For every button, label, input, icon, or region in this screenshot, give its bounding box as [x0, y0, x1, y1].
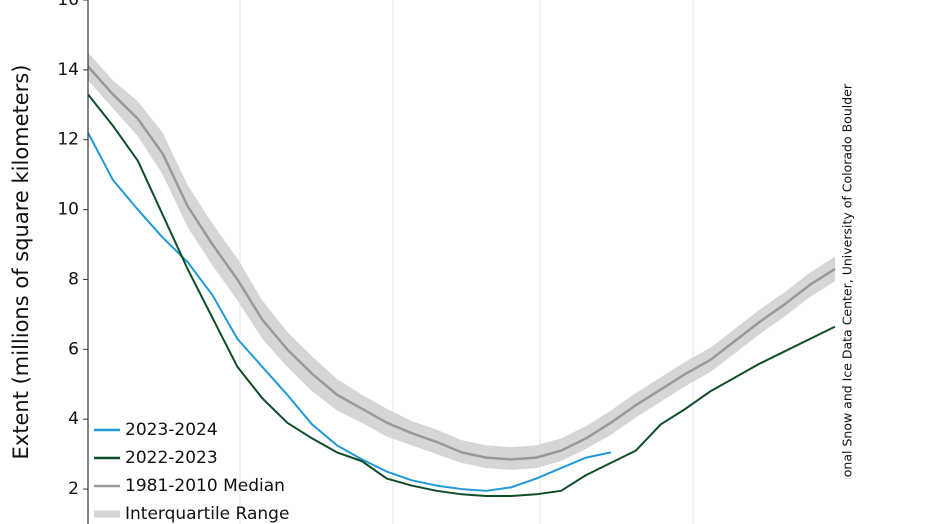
legend-label: 2022-2023	[125, 448, 218, 468]
y-tick-label: 8	[68, 269, 79, 289]
y-tick-label: 4	[68, 409, 79, 429]
legend-label: Interquartile Range	[125, 504, 289, 524]
legend: 2023-2024 2022-2023 1981-2010 Median Interq…	[94, 420, 289, 524]
plot-area	[87, 52, 836, 498]
y-tick-label: 16	[57, 0, 79, 10]
credit: onal Snow and Ice Data Center, Universit…	[840, 83, 855, 477]
series-line	[87, 132, 612, 492]
y-tick-label: 2	[68, 479, 79, 499]
series-line	[87, 93, 836, 498]
series-line	[87, 65, 836, 461]
y-tick-label: 12	[57, 130, 79, 150]
y-tick-label: 14	[57, 60, 79, 80]
legend-label: 2023-2024	[125, 420, 218, 440]
iqr-band	[88, 52, 835, 470]
legend-label: 1981-2010 Median	[125, 476, 285, 496]
y-tick-label: 6	[68, 339, 79, 359]
y-axis-label: Extent (millions of square kilometers)	[9, 65, 33, 460]
y-tick-label: 10	[57, 200, 79, 220]
